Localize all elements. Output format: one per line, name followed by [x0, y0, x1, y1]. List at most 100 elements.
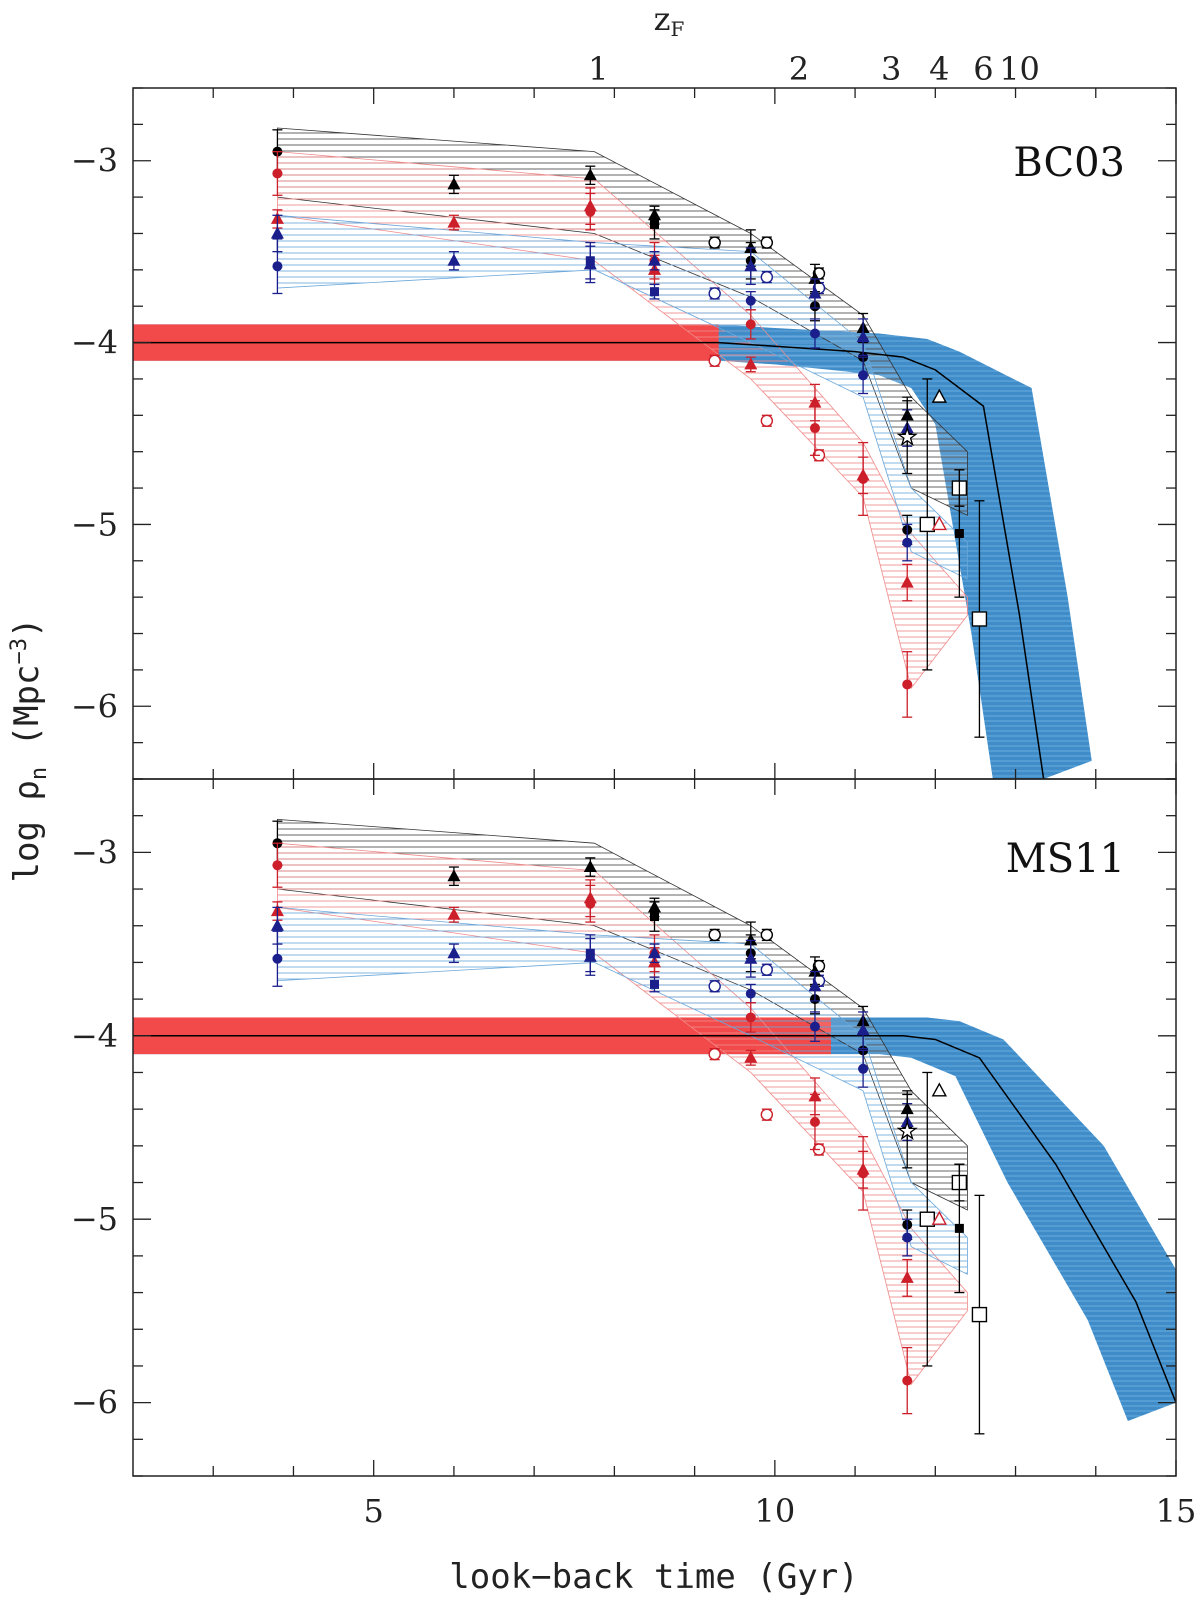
panel-label: MS11: [1006, 836, 1125, 882]
x-tick-labels: 5 10 15: [364, 1492, 1197, 1530]
top-tick-label: 3: [881, 50, 901, 88]
band-blue: [277, 906, 968, 1275]
y-axis-title-sup: −3: [7, 638, 32, 665]
data-point: [447, 215, 461, 228]
data-point: [583, 168, 597, 181]
data-point: [858, 1063, 869, 1074]
data-point: [648, 253, 661, 266]
data-point: [902, 1375, 913, 1386]
y-tick-label: −6: [71, 1384, 118, 1422]
axis-ticks: [133, 778, 1177, 1477]
data-point: [447, 177, 461, 190]
panel-label: BC03: [1013, 140, 1125, 186]
data-point: [744, 1050, 758, 1063]
data-point: [900, 1270, 914, 1283]
x-tick-label: 10: [754, 1492, 795, 1530]
y-tick-label: −4: [71, 324, 118, 362]
y-tick-labels: −3 −4 −5 −6 −3 −4 −5 −6: [71, 142, 118, 1422]
top-axis-title-main: z: [654, 0, 671, 38]
data-point: [858, 473, 869, 484]
data-point: [900, 575, 914, 588]
data-point: [447, 946, 461, 959]
data-point: [808, 979, 822, 992]
data-point: [809, 328, 820, 339]
data-point: [745, 319, 756, 330]
y-tick-label: −3: [71, 142, 118, 180]
data-point: [760, 270, 774, 284]
data-point: [745, 1012, 756, 1023]
data-point: [744, 259, 758, 272]
y-axis-title-main: log ρ: [7, 780, 47, 882]
data-point: [708, 287, 721, 300]
data-point: [272, 261, 283, 272]
data-point: [708, 928, 721, 942]
top-tick-label: 10: [999, 50, 1040, 88]
data-point: [954, 529, 964, 539]
data-point: [902, 537, 913, 548]
plot-area: [133, 818, 1176, 1435]
axis-ticks: [133, 87, 1177, 780]
data-point: [931, 515, 947, 531]
data-point: [648, 946, 661, 959]
data-point: [650, 912, 659, 922]
data-point: [744, 951, 758, 964]
data-point: [650, 287, 659, 297]
x-tick-label: 5: [364, 1492, 384, 1530]
data-point: [583, 860, 597, 873]
data-point: [931, 1210, 947, 1225]
data-point: [809, 1021, 820, 1032]
data-point: [858, 370, 869, 381]
x-tick-label: 15: [1156, 1492, 1197, 1530]
data-point: [902, 1232, 913, 1243]
data-point: [760, 963, 774, 976]
data-point: [650, 219, 659, 229]
data-point: [708, 354, 721, 367]
data-point: [585, 898, 596, 909]
top-tick-label: 1: [588, 50, 608, 88]
data-point: [760, 928, 774, 942]
y-axis-title-sub: n: [27, 767, 52, 780]
top-tick-label: 2: [789, 50, 809, 88]
data-point: [808, 964, 822, 977]
y-tick-label: −5: [71, 1200, 118, 1238]
data-point: [856, 330, 870, 343]
panel-bc03: BC03: [132, 87, 1177, 780]
data-point: [744, 357, 758, 370]
plot-area: [133, 127, 1092, 779]
top-axis-title: zF: [654, 0, 685, 41]
panel-frame: [132, 778, 1177, 1477]
y-tick-label: −3: [71, 833, 118, 871]
top-axis-title-sub: F: [670, 17, 684, 41]
y-tick-label: −4: [71, 1017, 118, 1055]
data-point: [954, 1223, 964, 1233]
data-point: [760, 1108, 774, 1121]
data-point: [919, 1211, 935, 1227]
panel-ms11: MS11: [132, 778, 1177, 1477]
data-point: [585, 206, 596, 217]
model-band: [133, 1017, 1176, 1421]
data-point: [650, 979, 659, 989]
y-tick-label: −5: [71, 505, 118, 543]
data-point: [708, 236, 721, 249]
data-point: [745, 988, 756, 999]
data-point: [931, 388, 947, 403]
data-point: [856, 1023, 870, 1036]
data-point: [809, 423, 820, 434]
data-point: [272, 953, 283, 964]
y-axis-title-close: ): [7, 618, 47, 638]
data-point: [708, 1047, 721, 1061]
data-point: [971, 1306, 988, 1323]
data-point: [858, 1168, 869, 1179]
y-tick-label: −6: [71, 687, 118, 725]
data-point: [447, 869, 461, 882]
data-point: [760, 414, 774, 427]
x-axis-title: look−back time (Gyr): [449, 1557, 858, 1597]
top-tick-labels: 1 2 3 4 6 10: [588, 50, 1040, 88]
top-tick-label: 6: [973, 50, 993, 88]
data-point: [809, 1116, 820, 1127]
data-point: [902, 679, 913, 690]
model-band: [133, 324, 1092, 779]
data-point: [270, 918, 284, 931]
y-axis-title: log ρn (Mpc−3): [7, 618, 52, 883]
